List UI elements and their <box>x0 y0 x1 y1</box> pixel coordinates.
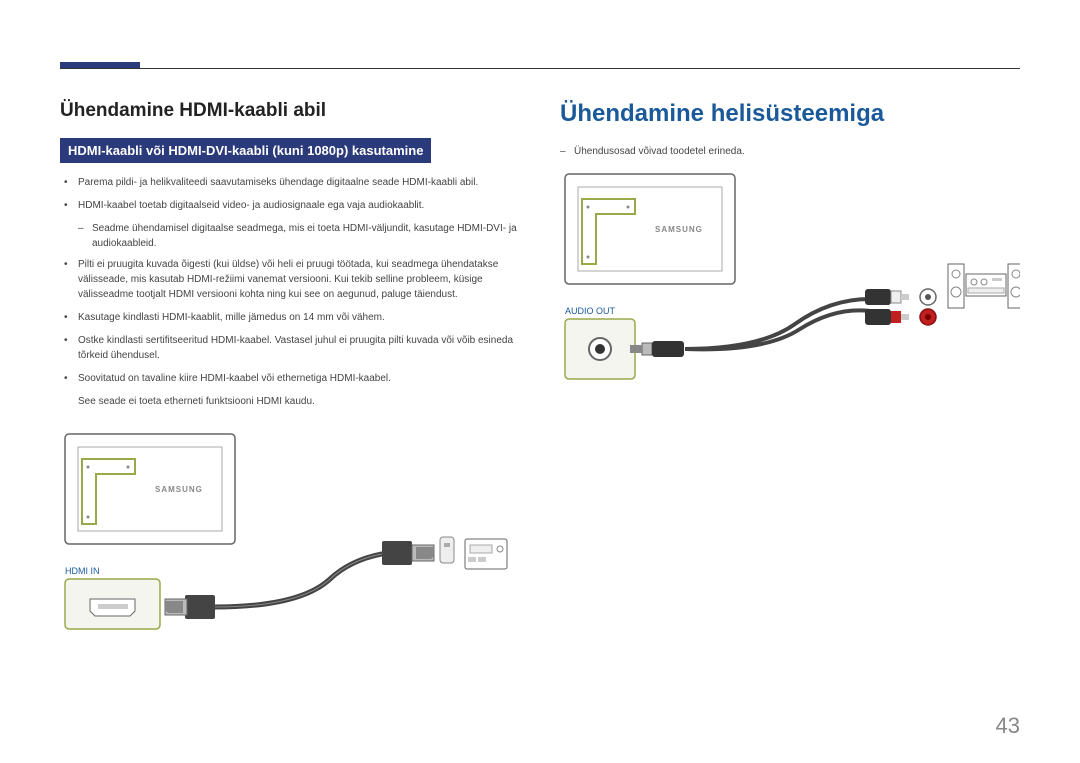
audio-diagram: SAMSUNG AUDIO OUT <box>560 169 1020 414</box>
bullet-list-1: Parema pildi- ja helikvaliteedi saavutam… <box>60 175 520 213</box>
bullet-item: HDMI-kaabel toetab digitaalseid video- j… <box>78 198 520 213</box>
bullet-item: Pilti ei pruugita kuvada õigesti (kui ül… <box>78 257 520 302</box>
right-dash-note: Ühendusosad võivad toodetel erineda. <box>560 144 1020 159</box>
hdmi-in-label: HDMI IN <box>65 566 100 576</box>
content-columns: Ühendamine HDMI-kaabli abil HDMI-kaabli … <box>60 100 1020 644</box>
page-number: 43 <box>996 713 1020 739</box>
left-column: Ühendamine HDMI-kaabli abil HDMI-kaabli … <box>60 100 520 644</box>
svg-text:SAMSUNG: SAMSUNG <box>155 485 203 494</box>
right-column: Ühendamine helisüsteemiga Ühendusosad võ… <box>560 100 1020 644</box>
bullet-item: Ostke kindlasti sertifitseeritud HDMI-ka… <box>78 333 520 363</box>
left-subheading: HDMI-kaabli või HDMI-DVI-kaabli (kuni 10… <box>60 138 431 163</box>
right-title: Ühendamine helisüsteemiga <box>560 100 1020 128</box>
audio-out-label: AUDIO OUT <box>565 306 616 316</box>
plain-note: See seade ei toeta etherneti funktsiooni… <box>60 394 520 409</box>
bullet-item: Soovitatud on tavaline kiire HDMI-kaabel… <box>78 371 520 386</box>
header-rule <box>60 68 1020 70</box>
svg-text:SAMSUNG: SAMSUNG <box>655 225 703 234</box>
bullet-item: Kasutage kindlasti HDMI-kaablit, mille j… <box>78 310 520 325</box>
dash-note: Seadme ühendamisel digitaalse seadmega, … <box>78 221 520 251</box>
bullet-item: Parema pildi- ja helikvaliteedi saavutam… <box>78 175 520 190</box>
hdmi-diagram: SAMSUNG HDMI IN <box>60 429 520 644</box>
left-title: Ühendamine HDMI-kaabli abil <box>60 100 520 122</box>
bullet-list-2: Pilti ei pruugita kuvada õigesti (kui ül… <box>60 257 520 386</box>
